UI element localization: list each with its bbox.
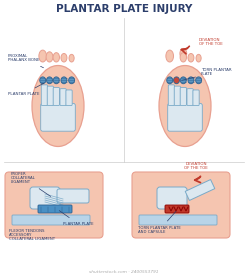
FancyBboxPatch shape [168,103,202,131]
FancyBboxPatch shape [187,89,193,106]
Text: PLANTAR PLATE: PLANTAR PLATE [59,211,94,226]
Ellipse shape [39,50,47,62]
Ellipse shape [196,54,201,62]
FancyBboxPatch shape [57,189,89,203]
Text: ACCESSORY
COLLATERAL LIGAMENT: ACCESSORY COLLATERAL LIGAMENT [9,233,55,241]
Ellipse shape [174,77,180,84]
FancyBboxPatch shape [41,103,75,131]
Text: PLANTAR PLATE: PLANTAR PLATE [8,83,44,96]
FancyBboxPatch shape [38,205,72,213]
FancyBboxPatch shape [30,187,60,209]
Ellipse shape [180,53,186,62]
Ellipse shape [61,53,67,62]
Text: DEVIATION
OF THE TOE: DEVIATION OF THE TOE [184,162,208,170]
Ellipse shape [46,52,53,62]
Ellipse shape [69,54,74,62]
Text: TORN PLANTAR PLATE
AND CAPSULE: TORN PLANTAR PLATE AND CAPSULE [138,211,181,234]
Ellipse shape [32,66,84,146]
FancyBboxPatch shape [41,85,48,106]
Text: PROXIMAL
PHALANX BONE: PROXIMAL PHALANX BONE [8,54,43,68]
FancyBboxPatch shape [5,172,103,238]
FancyBboxPatch shape [168,85,175,106]
Text: DEVIATION
OF THE TOE: DEVIATION OF THE TOE [199,38,223,46]
Text: shutterstock.com · 2400553791: shutterstock.com · 2400553791 [89,270,159,274]
Ellipse shape [69,77,75,84]
FancyBboxPatch shape [174,86,181,106]
Ellipse shape [61,77,67,84]
FancyBboxPatch shape [53,87,60,106]
FancyBboxPatch shape [60,89,66,106]
Ellipse shape [180,48,187,59]
FancyBboxPatch shape [47,86,54,106]
Ellipse shape [188,77,194,84]
Polygon shape [185,179,215,200]
Text: FLEXOR TENDONS: FLEXOR TENDONS [9,229,44,233]
Ellipse shape [188,53,194,62]
FancyBboxPatch shape [180,87,186,106]
Ellipse shape [166,50,174,62]
FancyBboxPatch shape [139,215,217,225]
FancyBboxPatch shape [193,90,199,106]
Ellipse shape [53,77,59,84]
FancyBboxPatch shape [165,205,189,213]
FancyBboxPatch shape [12,215,90,225]
Ellipse shape [167,77,173,84]
Ellipse shape [47,77,53,84]
Text: TORN PLANTAR
PLATE: TORN PLANTAR PLATE [182,68,232,80]
Text: PROPER
COLLATERAL
LIGAMENT: PROPER COLLATERAL LIGAMENT [11,172,51,197]
Ellipse shape [180,77,186,84]
Ellipse shape [159,66,211,146]
Ellipse shape [196,77,202,84]
FancyBboxPatch shape [66,90,72,106]
Ellipse shape [40,77,46,84]
Ellipse shape [53,53,60,62]
Text: PLANTAR PLATE INJURY: PLANTAR PLATE INJURY [56,4,192,14]
FancyBboxPatch shape [157,187,187,209]
FancyBboxPatch shape [132,172,230,238]
